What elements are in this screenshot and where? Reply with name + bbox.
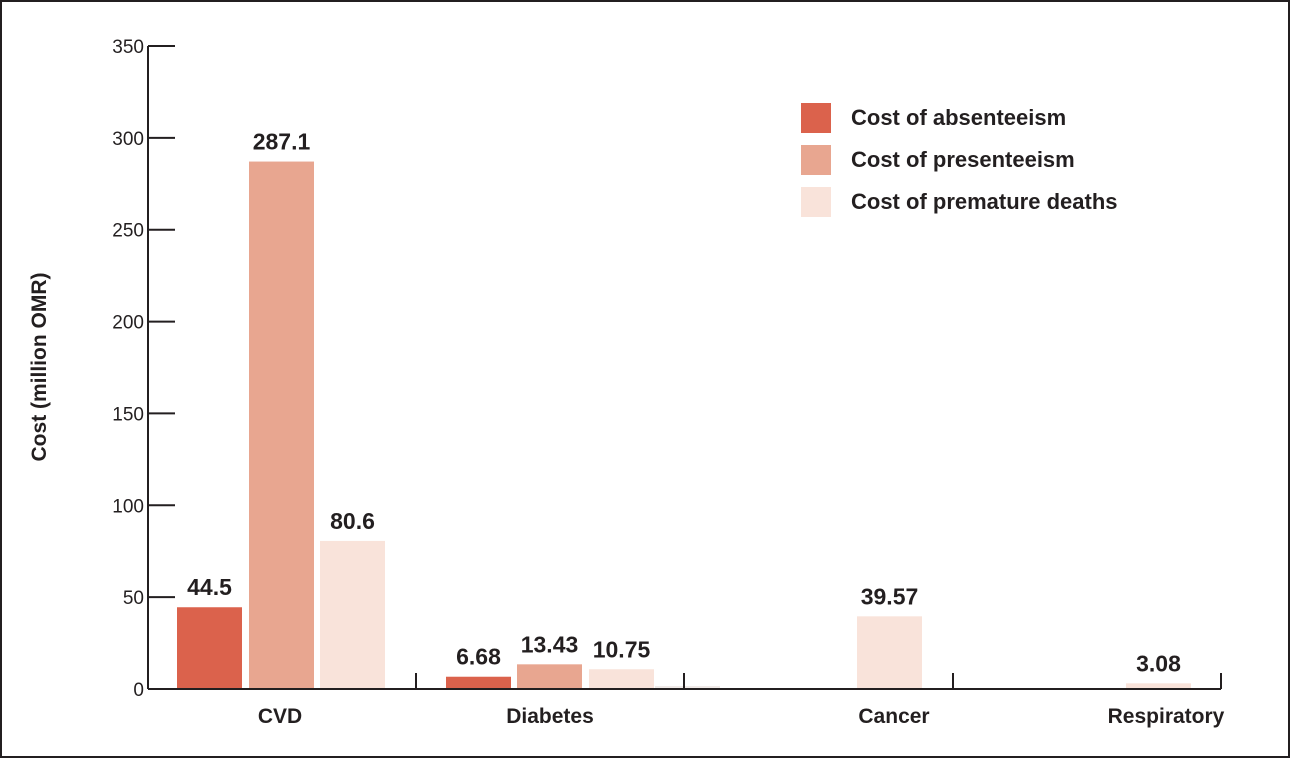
y-tick-label-150: 150 (112, 404, 144, 425)
legend-swatch-cost-of-absenteeism (801, 103, 831, 133)
legend-label-cost-of-presenteeism: Cost of presenteeism (851, 147, 1075, 172)
data-label-cvd-cost-of-presenteeism: 287.1 (253, 129, 311, 155)
bar-respiratory-cost-of-premature-deaths (1126, 683, 1191, 689)
legend-swatch-cost-of-presenteeism (801, 145, 831, 175)
data-label-diabetes-cost-of-premature-deaths: 10.75 (593, 636, 651, 662)
data-label-cancer-cost-of-premature-deaths: 39.57 (861, 583, 919, 609)
legend-label-cost-of-absenteeism: Cost of absenteeism (851, 105, 1066, 130)
data-label-respiratory-cost-of-premature-deaths: 3.08 (1136, 650, 1181, 676)
data-label-cvd-cost-of-premature-deaths: 80.6 (330, 508, 375, 534)
y-tick-label-300: 300 (112, 129, 144, 150)
data-label-diabetes-cost-of-absenteeism: 6.68 (456, 644, 501, 670)
x-tick-label-cancer: Cancer (858, 705, 929, 728)
bar-cvd-cost-of-presenteeism (249, 161, 314, 690)
y-tick-label-50: 50 (123, 588, 144, 609)
x-tick-label-respiratory: Respiratory (1108, 705, 1225, 728)
data-label-cvd-cost-of-absenteeism: 44.5 (187, 574, 232, 600)
y-tick-label-250: 250 (112, 221, 144, 242)
legend-swatch-cost-of-premature-deaths (801, 187, 831, 217)
bar-cvd-cost-of-premature-deaths (320, 540, 385, 689)
y-axis-title: Cost (million OMR) (28, 273, 51, 462)
y-tick-label-200: 200 (112, 313, 144, 334)
data-label-diabetes-cost-of-presenteeism: 13.43 (521, 631, 579, 657)
legend-label-cost-of-premature-deaths: Cost of premature deaths (851, 189, 1118, 214)
bar-diabetes-cost-of-presenteeism (517, 664, 582, 689)
x-tick-label-diabetes: Diabetes (506, 705, 594, 728)
bar-diabetes-cost-of-absenteeism (446, 676, 511, 689)
y-tick-label-100: 100 (112, 496, 144, 517)
bar-diabetes-cost-of-premature-deaths (589, 669, 654, 689)
x-tick-label-cvd: CVD (258, 705, 302, 728)
bar-cvd-cost-of-absenteeism (177, 607, 242, 689)
y-tick-label-350: 350 (112, 37, 144, 58)
y-tick-label-0: 0 (133, 680, 144, 701)
bar-cancer-cost-of-premature-deaths (857, 616, 922, 689)
